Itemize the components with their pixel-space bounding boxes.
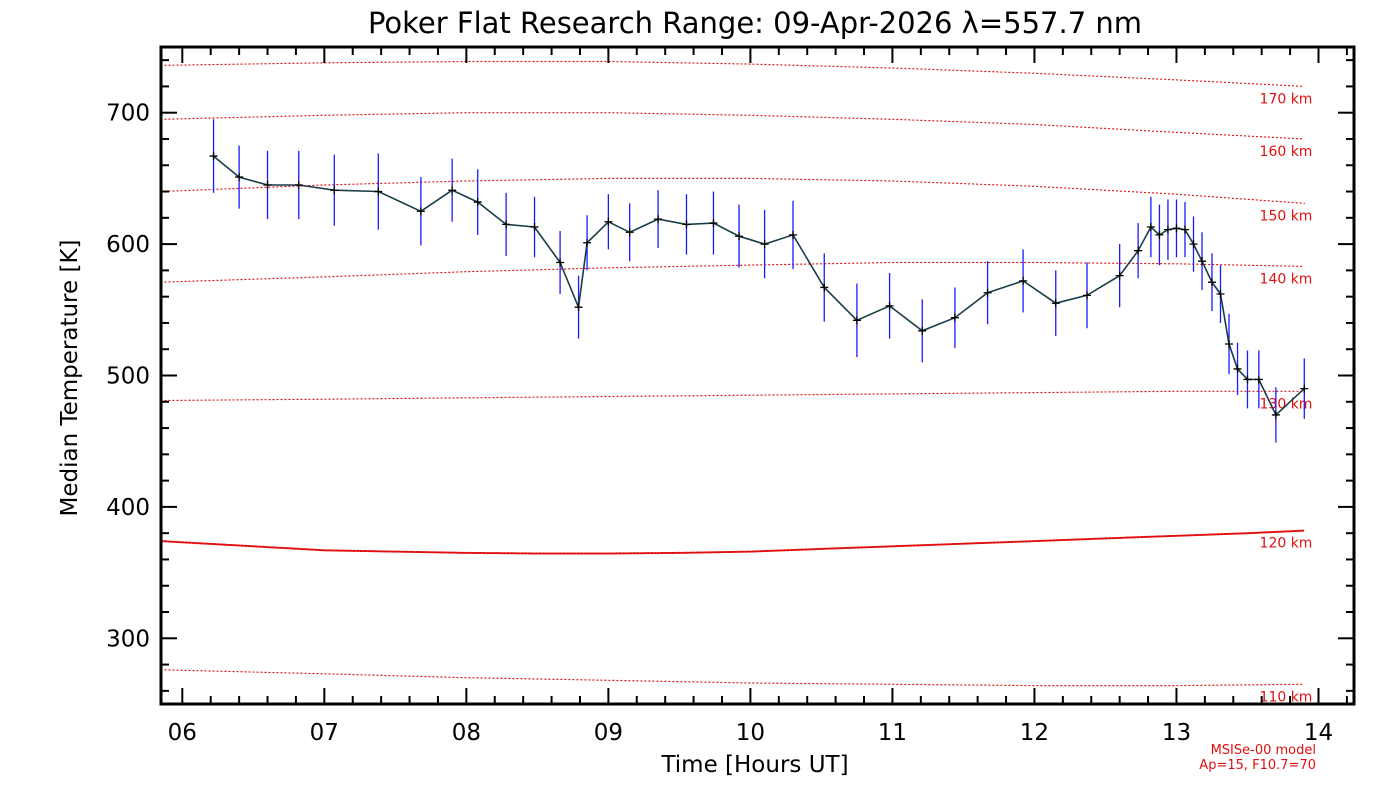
data-point <box>448 186 457 195</box>
x-tick-label: 07 <box>310 720 339 746</box>
data-point <box>1198 257 1207 266</box>
x-tick-label: 06 <box>168 720 197 746</box>
data-point <box>654 215 663 224</box>
model-curve-label: 140 km <box>1260 271 1313 287</box>
x-axis-label: Time [Hours UT] <box>660 752 848 778</box>
temperature-series <box>209 119 1309 443</box>
data-point <box>1254 375 1263 384</box>
data-point <box>556 258 565 267</box>
data-point <box>583 238 592 247</box>
data-point <box>1271 410 1280 419</box>
data-point <box>1155 230 1164 239</box>
data-point <box>1225 339 1234 348</box>
x-tick-label: 09 <box>594 720 623 746</box>
data-point <box>473 198 482 207</box>
x-tick-label: 12 <box>1020 720 1049 746</box>
y-tick-label: 500 <box>106 364 150 390</box>
model-curve-160-km <box>160 112 1305 140</box>
data-point <box>1216 290 1225 299</box>
y-tick-label: 400 <box>106 495 150 521</box>
data-point <box>294 180 303 189</box>
model-curve-170-km <box>160 60 1305 88</box>
x-tick-label: 10 <box>736 720 765 746</box>
data-point <box>604 217 613 226</box>
data-point <box>530 223 539 232</box>
data-point <box>1051 299 1060 308</box>
y-tick-label: 300 <box>106 626 150 652</box>
data-point <box>735 232 744 241</box>
data-point <box>1207 278 1216 287</box>
y-tick-label: 700 <box>106 101 150 127</box>
model-note-line-2: Ap=15, F10.7=70 <box>1199 758 1316 773</box>
axis-ticks: 06 07 08 09 10 11 12 13 14 300 400 500 600 700 <box>106 47 1354 746</box>
data-point <box>502 220 511 229</box>
y-tick-label: 600 <box>106 232 150 258</box>
x-tick-label: 11 <box>878 720 907 746</box>
model-curve-120-km <box>160 529 1306 555</box>
data-point <box>1083 291 1091 300</box>
data-point <box>789 230 798 239</box>
model-curve-130-km <box>160 390 1305 402</box>
data-point <box>416 207 425 216</box>
y-axis-label: Median Temperature [K] <box>57 240 83 517</box>
x-tick-label: 08 <box>452 720 481 746</box>
data-point <box>709 219 718 228</box>
data-point <box>209 152 218 161</box>
data-point <box>760 240 769 249</box>
model-curve-label: 150 km <box>1260 208 1313 224</box>
model-curve-label: 110 km <box>1260 689 1313 705</box>
data-point <box>1163 225 1172 234</box>
model-curve-label: 160 km <box>1260 144 1313 160</box>
data-point <box>1180 225 1189 234</box>
model-curve-150-km <box>160 177 1305 204</box>
data-point <box>885 301 894 310</box>
data-point <box>1189 240 1198 249</box>
data-point <box>1233 364 1242 373</box>
data-point <box>918 326 927 335</box>
data-point <box>330 186 339 195</box>
data-point <box>263 180 272 189</box>
data-point <box>820 283 829 292</box>
data-point <box>625 228 634 237</box>
chart-title: Poker Flat Research Range: 09-Apr-2026 λ… <box>368 6 1142 40</box>
model-curve-110-km <box>160 669 1305 687</box>
data-point <box>682 220 691 229</box>
data-point <box>983 288 992 297</box>
series-line <box>212 155 1305 417</box>
model-note-line-1: MSISe-00 model <box>1211 743 1316 758</box>
data-point <box>1243 375 1252 384</box>
data-point <box>950 313 959 322</box>
data-point <box>1134 246 1143 255</box>
data-point <box>1172 224 1181 233</box>
x-tick-label: 14 <box>1304 720 1333 746</box>
model-curve-140-km <box>160 261 1305 283</box>
data-point <box>374 187 383 196</box>
model-curve-label: 120 km <box>1260 536 1313 552</box>
x-tick-label: 13 <box>1162 720 1191 746</box>
data-point <box>574 303 583 312</box>
data-point <box>1115 271 1124 280</box>
plot-frame <box>159 45 1356 706</box>
data-point <box>1146 223 1155 232</box>
data-point <box>852 316 861 325</box>
model-curve-label: 170 km <box>1260 91 1313 107</box>
data-point <box>1300 384 1309 393</box>
data-point <box>235 173 244 182</box>
data-point <box>1019 276 1028 285</box>
